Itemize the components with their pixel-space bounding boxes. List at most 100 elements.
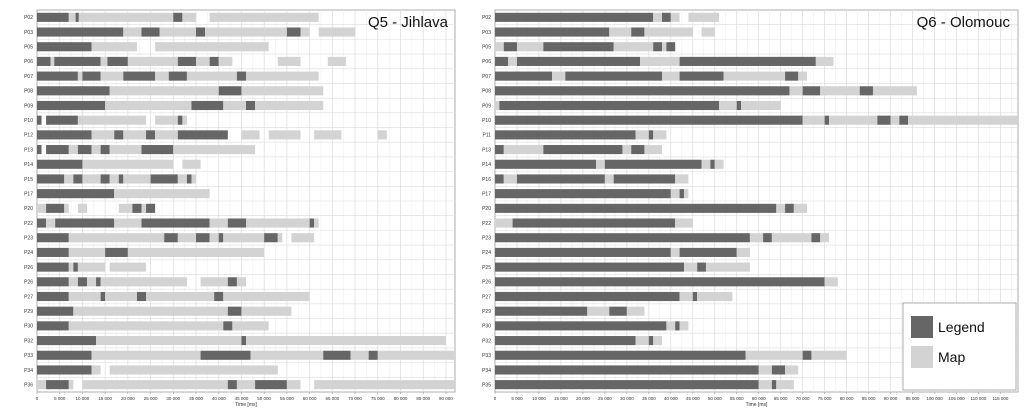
p1-segment-legend [246, 100, 256, 111]
p2-x-tick-label: 15 000 [554, 396, 568, 401]
p1-row-label: P24 [24, 250, 33, 256]
p2-segment-map [758, 365, 772, 375]
p2-segment-legend [503, 42, 517, 52]
p1-row-label: P17 [24, 191, 33, 197]
p1-segment-legend [150, 174, 178, 184]
p1-segment-map [177, 233, 197, 243]
p2-segment-legend [516, 174, 605, 184]
p1-segment-map [123, 130, 147, 140]
p1-segment-map [196, 56, 210, 66]
p1-segment-legend [37, 321, 69, 331]
p1-segment-legend [46, 203, 65, 213]
p1-segment-map [50, 56, 55, 66]
p1-segment-map [37, 380, 47, 390]
p1-segment-map [68, 145, 78, 155]
p2-segment-map [596, 159, 605, 169]
p1-segment-legend [177, 130, 228, 140]
p1-row-label: P06 [24, 59, 33, 65]
p2-segment-map [644, 27, 693, 37]
p1-segment-map [155, 42, 269, 52]
p1-row-label: P12 [24, 133, 33, 139]
p1-segment-legend [123, 71, 156, 81]
p1-segment-map [91, 42, 137, 52]
p1-segment-map [127, 56, 178, 66]
p1-segment-legend [77, 277, 87, 287]
p2-segment-legend [697, 262, 706, 272]
p2-segment-map [776, 380, 794, 390]
p1-segment-map [96, 336, 242, 346]
p1-segment-map [314, 130, 342, 140]
p1-segment-legend [177, 115, 183, 125]
p2-segment-map [670, 189, 680, 199]
p2-segment-legend [499, 100, 720, 111]
p1-segment-map [105, 100, 192, 111]
p2-row-label: P27 [482, 294, 491, 300]
p1-segment-legend [37, 306, 74, 316]
p2-segment-legend [648, 130, 654, 140]
p1-segment-map [350, 350, 369, 360]
p2-x-tick-label: 25 000 [598, 396, 612, 401]
p2-segment-map [679, 291, 693, 302]
p1-segment-legend [37, 100, 106, 111]
p2-segment-legend [771, 380, 777, 390]
p2-row-label: P07 [482, 74, 491, 80]
p2-row-label: P20 [482, 206, 491, 212]
p1-segment-map [64, 174, 74, 184]
p1-segment-legend [146, 130, 156, 140]
p2-x-tick-label: 85 000 [862, 396, 876, 401]
p1-row-label: P32 [24, 338, 33, 344]
p2-segment-map [749, 233, 764, 243]
p1-segment-map [277, 56, 301, 66]
p1-row-label: P26 [24, 280, 33, 286]
p1-segment-map [100, 277, 187, 287]
p2-segment-map [736, 247, 750, 257]
p1-segment-map [186, 71, 237, 81]
p1-x-tick-label: 90 000 [439, 396, 453, 401]
p2-x-tick-label: 45 000 [686, 396, 700, 401]
p2-x-tick-label: 90 000 [884, 396, 898, 401]
p1-segment-legend [37, 233, 69, 243]
p2-segment-legend [675, 321, 680, 331]
p1-segment-map [241, 306, 292, 316]
p1-segment-legend [191, 100, 224, 111]
p2-x-tick-label: 80 000 [840, 396, 854, 401]
p1-segment-legend [75, 12, 79, 22]
p2-segment-legend [692, 291, 698, 302]
p1-segment-legend [37, 277, 69, 287]
p2-segment-map [793, 203, 808, 213]
p2-segment-map [666, 321, 676, 331]
p1-segment-map [314, 380, 455, 390]
p1-segment-map [86, 277, 97, 287]
p2-segment-legend [495, 56, 509, 66]
p1-segment-legend [37, 56, 51, 66]
p1-segment-map [300, 27, 310, 37]
p2-segment-map [635, 130, 649, 140]
p2-segment-map [745, 350, 803, 360]
p1-segment-map [77, 71, 83, 81]
p2-row-label: P24 [482, 250, 491, 256]
p1-segment-map [77, 262, 106, 272]
p2-segment-map [872, 86, 917, 96]
p1-segment-map [218, 56, 233, 66]
p2-segment-map [604, 174, 614, 184]
p2-segment-legend [495, 262, 684, 272]
p1-segment-map [64, 203, 69, 213]
p1-segment-map [68, 321, 224, 331]
p2-segment-map [508, 56, 517, 66]
p2-segment-legend [785, 71, 799, 81]
p1-segment-map [109, 262, 147, 272]
p1-x-tick-label: 0 [36, 396, 39, 401]
p2-segment-legend [495, 203, 777, 213]
p1-title: Q5 - Jihlava [368, 14, 449, 31]
p1-row-label: P26 [24, 265, 33, 271]
p2-segment-map [670, 247, 680, 257]
p2-segment-legend [679, 71, 724, 81]
p1-row-label: P34 [24, 368, 33, 374]
p1-segment-map [223, 291, 310, 302]
p1-segment-map [377, 130, 387, 140]
p1-segment-legend [37, 115, 42, 125]
p2-x-tick-label: 30 000 [620, 396, 634, 401]
p1-segment-map [105, 291, 137, 302]
